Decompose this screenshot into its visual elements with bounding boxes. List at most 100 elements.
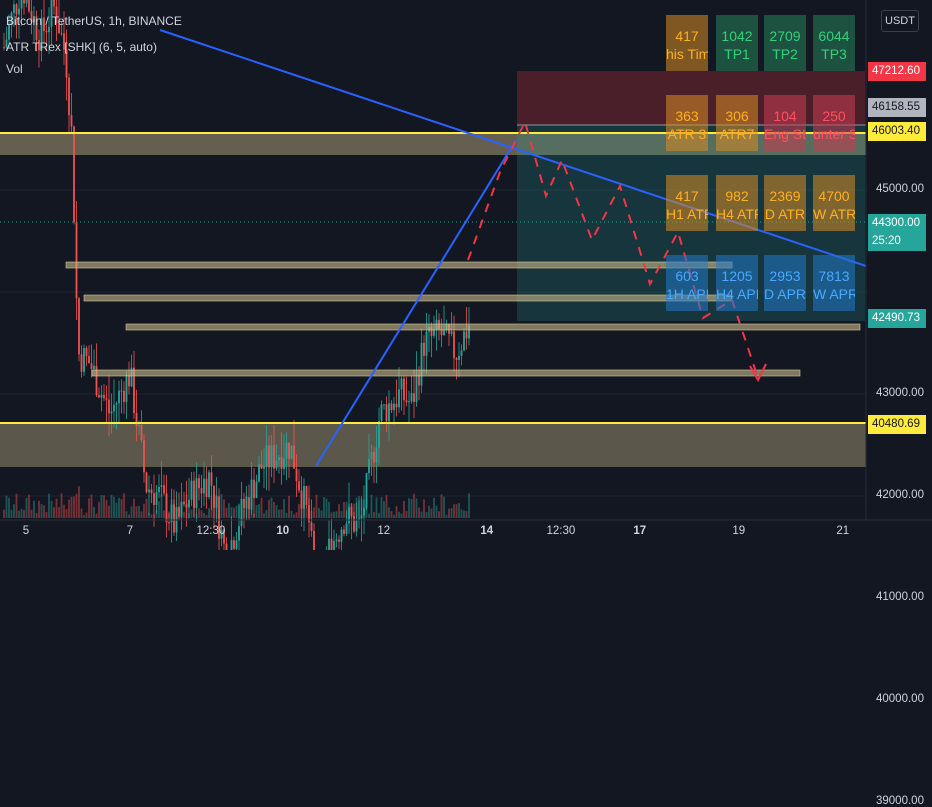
candle-body (160, 485, 163, 487)
volume-bar (35, 513, 38, 518)
candle-body (58, 23, 60, 34)
volume-bar (165, 493, 168, 518)
atr-label: D ATR (764, 206, 806, 222)
volume-bar (240, 498, 243, 518)
volume-bar (180, 503, 183, 518)
volume-bar (228, 503, 230, 518)
candle-body (8, 24, 10, 40)
volume-bar (118, 497, 120, 518)
volume-bar (273, 502, 275, 518)
candle-body (170, 504, 173, 523)
candle-body (73, 126, 75, 223)
candle-body (140, 424, 143, 441)
volume-bar (198, 508, 200, 518)
level-41400 (91, 369, 801, 377)
candle-body (150, 489, 153, 494)
candle-body (245, 497, 248, 509)
volume-bar (223, 499, 225, 518)
ascending-trendline (315, 139, 517, 467)
candle-body (468, 325, 470, 339)
candle-body (98, 395, 100, 398)
volume-bar (415, 498, 418, 518)
volume-bar (348, 503, 350, 518)
candle-body (5, 39, 8, 48)
volume-bar (225, 507, 228, 518)
volume-bar (335, 511, 338, 518)
candle-body (350, 506, 353, 517)
volume-bar (58, 507, 60, 518)
volume-bar (153, 514, 155, 518)
price-tag: 42490.73 (868, 309, 926, 328)
volume-bar (100, 495, 103, 518)
volume-bar (105, 500, 108, 518)
candle-body (138, 424, 140, 427)
volume-bar (355, 497, 358, 518)
candle-body (405, 400, 408, 403)
volume-bar (350, 503, 353, 518)
volume-bar (360, 499, 363, 518)
candle-body (120, 390, 123, 392)
atr-cell: 2369 D ATR (764, 175, 806, 231)
atr-label: unter S (813, 126, 855, 142)
candle-body (290, 445, 293, 459)
atr-value: 4700 (818, 188, 850, 204)
candle-body (118, 390, 120, 404)
atr-value: 417 (675, 188, 699, 204)
volume-bar (440, 494, 443, 518)
volume-label[interactable]: Vol (6, 62, 23, 76)
candle-body (35, 16, 38, 41)
candle-body (295, 468, 298, 482)
candle-body (383, 404, 385, 406)
candle-body (53, 0, 55, 7)
volume-bar (278, 509, 280, 518)
indicator-label[interactable]: ATR TRex [SHK] (6, 5, auto) (6, 40, 157, 54)
candle-body (313, 530, 315, 550)
volume-bar (8, 497, 10, 518)
volume-bar (250, 498, 253, 518)
volume-bar (120, 499, 123, 518)
volume-bar (405, 510, 408, 518)
volume-bar (343, 502, 345, 518)
candle-body (103, 394, 105, 399)
time-tick: 14 (480, 525, 494, 537)
volume-bar (338, 504, 340, 518)
volume-bar (383, 501, 385, 518)
candle-body (68, 77, 70, 116)
atr-cell: 250 unter S (813, 95, 855, 151)
candle-body (215, 496, 218, 508)
candle-body (285, 442, 288, 459)
volume-bar (78, 486, 80, 518)
volume-bar (323, 497, 325, 518)
candle-body (198, 478, 200, 489)
volume-bar (468, 493, 470, 518)
candle-body (415, 374, 418, 403)
currency-button[interactable]: USDT (881, 10, 919, 32)
volume-bar (160, 494, 163, 518)
price-tag: 46158.55 (868, 98, 926, 117)
candle-body (113, 404, 115, 412)
volume-bar (38, 500, 40, 518)
candle-body (268, 445, 270, 468)
volume-bar (443, 496, 445, 518)
candle-body (28, 0, 30, 12)
time-tick: 21 (836, 525, 850, 537)
candle-body (70, 115, 73, 127)
volume-bar (3, 509, 5, 518)
volume-bar (80, 508, 83, 518)
candle-body (395, 403, 398, 408)
candle-body (3, 47, 5, 49)
time-tick: 10 (276, 525, 290, 537)
candle-body (250, 479, 253, 510)
volume-bar (448, 508, 450, 518)
volume-bar (188, 513, 190, 518)
candle-body (398, 389, 400, 408)
volume-bar (320, 510, 323, 518)
volume-bar (328, 501, 330, 518)
volume-bar (178, 506, 180, 518)
candle-body (43, 17, 45, 32)
price-tick: 43000.00 (876, 387, 924, 399)
volume-bar (423, 499, 425, 518)
candle-body (460, 350, 463, 356)
volume-bar (60, 493, 63, 518)
volume-bar (203, 512, 205, 518)
